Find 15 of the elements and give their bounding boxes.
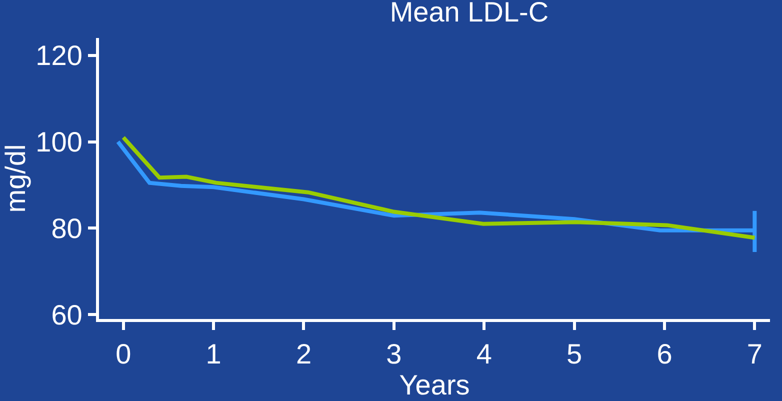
- y-tick-label: 60: [51, 299, 82, 330]
- x-axis-title: Years: [399, 370, 470, 401]
- y-tick-label: 120: [36, 40, 82, 72]
- y-axis-title: mg/dl: [0, 144, 31, 213]
- chart-title: Mean LDL-C: [390, 0, 549, 28]
- x-tick-label: 7: [746, 338, 762, 370]
- y-tick-label: 100: [36, 126, 82, 158]
- x-tick-label: 4: [476, 338, 492, 370]
- x-tick-label: 1: [206, 338, 222, 370]
- x-tick-label: 6: [656, 338, 672, 370]
- x-tick-label: 0: [116, 338, 132, 370]
- x-tick-label: 5: [566, 338, 582, 370]
- y-tick-label: 80: [51, 213, 82, 244]
- x-tick-label: 2: [296, 338, 312, 370]
- x-tick-label: 3: [386, 338, 402, 370]
